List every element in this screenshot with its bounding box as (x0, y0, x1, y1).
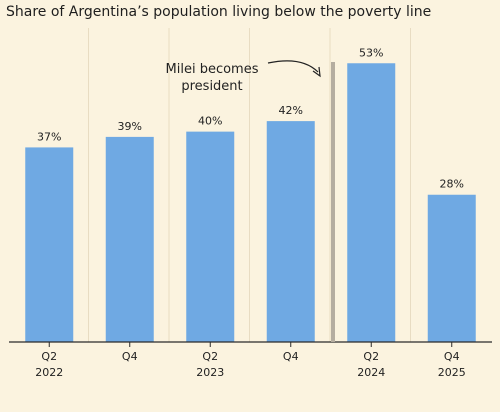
x-tick-year-0: 2022 (35, 366, 63, 379)
value-label-4: 53% (359, 46, 383, 59)
annotation-line-2: president (181, 79, 242, 94)
x-tick-quarter-4: Q2 (363, 350, 379, 363)
x-tick-quarter-0: Q2 (41, 350, 57, 363)
annotation-arrow (267, 60, 319, 73)
value-label-1: 39% (118, 120, 142, 133)
x-tick-quarter-3: Q4 (283, 350, 299, 363)
annotation-arrowhead (312, 66, 321, 78)
bar-5 (427, 194, 476, 342)
bar-3 (266, 121, 315, 342)
value-label-3: 42% (279, 104, 303, 117)
x-tick-quarter-2: Q2 (202, 350, 218, 363)
bar-0 (25, 147, 74, 342)
x-tick-year-4: 2024 (357, 366, 385, 379)
chart-title: Share of Argentina’s population living b… (6, 4, 432, 20)
value-label-0: 37% (37, 130, 61, 143)
value-label-5: 28% (440, 178, 464, 191)
annotation-line-1: Milei becomes (166, 62, 259, 77)
x-tick-quarter-5: Q4 (444, 350, 460, 363)
value-label-2: 40% (198, 115, 222, 128)
bar-4 (347, 63, 396, 343)
bar-2 (186, 131, 235, 342)
x-tick-year-2: 2023 (196, 366, 224, 379)
x-tick-year-5: 2025 (438, 366, 466, 379)
bar-1 (105, 136, 154, 342)
x-tick-quarter-1: Q4 (122, 350, 138, 363)
